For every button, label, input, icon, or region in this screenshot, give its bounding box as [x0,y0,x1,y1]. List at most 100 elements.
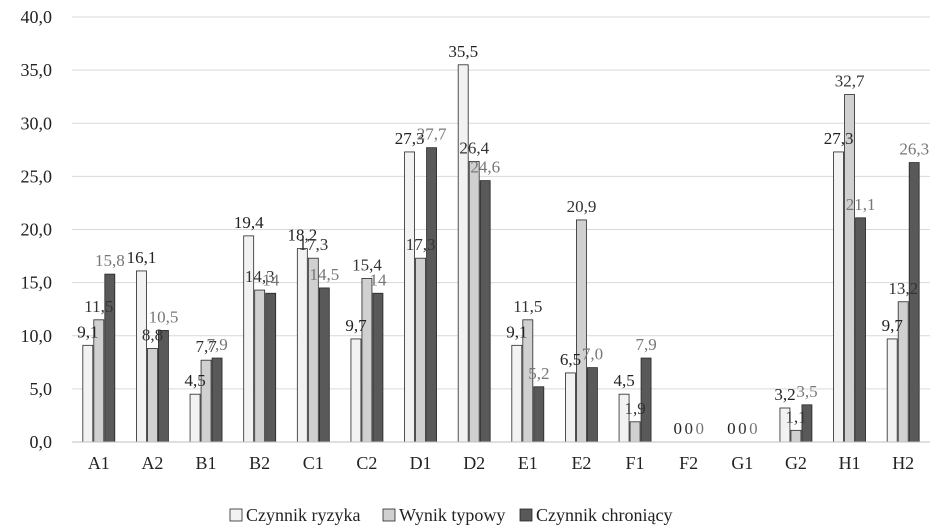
bar [629,421,641,443]
data-label: 8,8 [142,326,163,345]
bar [468,161,480,443]
legend-swatch [229,508,243,522]
data-label: 11,5 [84,297,113,316]
bar [404,151,415,443]
x-tick-label: G1 [731,453,753,473]
bar [426,147,437,443]
data-label: 14 [369,270,387,289]
data-label: 0 [727,419,736,438]
data-label: 27,7 [417,125,447,144]
y-tick-label: 25,0 [21,166,53,186]
x-tick-label: E2 [571,453,591,473]
data-label: 27,3 [395,129,425,148]
y-tick-label: 30,0 [21,113,53,133]
data-label: 0 [673,419,682,438]
data-label: 14,5 [309,265,339,284]
bar [372,292,384,443]
data-label: 21,1 [846,195,876,214]
data-label: 7,0 [582,345,603,364]
bar [565,372,576,443]
data-label: 27,3 [824,129,854,148]
data-label: 26,3 [899,140,929,159]
data-label: 17,3 [406,235,436,254]
bar [587,367,598,443]
bar [576,219,587,443]
data-label: 9,7 [345,316,367,335]
legend-item: Czynnik ryzyka [229,505,360,525]
data-label: 0 [738,419,747,438]
data-label: 19,4 [234,213,264,232]
legend: Czynnik ryzyka Wynik typowy Czynnik chroni… [229,505,672,525]
x-tick-label: H2 [892,453,914,473]
bar [908,162,920,443]
y-tick-label: 5,0 [30,379,53,399]
data-label: 7,7 [195,337,217,356]
data-label: 0 [749,419,758,438]
x-tick-label: B2 [249,453,270,473]
legend-item: Czynnik chroniący [519,505,672,525]
y-tick-label: 35,0 [21,60,53,80]
x-tick-label: B1 [196,453,217,473]
data-label: 17,3 [298,235,328,254]
x-tick-label: D1 [410,453,432,473]
bar [361,277,373,443]
data-label: 4,5 [184,371,205,390]
data-label: 1,1 [785,407,806,426]
bar [855,217,866,443]
data-label: 32,7 [835,72,865,91]
data-label: 14 [262,270,280,289]
x-tick-label: A1 [88,453,110,473]
x-tick-label: A2 [141,453,163,473]
x-tick-label: G2 [785,453,807,473]
data-label: 6,5 [560,350,581,369]
x-axis-ticks: A1 A2 B1 B2 C1 C2 D1 D2 E1 E2 F1 F2 G1 G2 H1 H2 [88,453,914,473]
y-tick-label: 40,0 [21,7,53,27]
legend-label: Czynnik chroniący [536,505,672,525]
data-label: 3,5 [796,382,817,401]
gridlines [72,16,930,390]
data-label: 0 [695,419,704,438]
bar [511,344,523,443]
data-label: 3,2 [774,385,795,404]
bar [211,357,223,443]
data-label: 1,9 [624,399,645,418]
x-tick-label: C2 [356,453,377,473]
data-label: 7,9 [635,335,656,354]
bar [886,338,898,443]
data-label: 7,9 [206,335,227,354]
bar [415,257,426,443]
data-label: 5,2 [528,364,549,383]
bar [265,292,277,443]
x-tick-label: D2 [463,453,485,473]
legend-label: Wynik typowy [399,505,505,525]
data-label: 15,4 [352,255,382,274]
bar [457,64,469,443]
data-label: 35,5 [448,42,478,61]
y-tick-label: 15,0 [21,273,53,293]
bar [254,289,266,443]
data-label: 11,5 [513,297,542,316]
bar [479,180,491,443]
data-label: 26,4 [459,139,489,158]
bar [136,270,147,443]
y-tick-label: 0,0 [30,432,53,452]
data-label: 13,2 [888,279,918,298]
legend-label: Czynnik ryzyka [246,505,360,525]
data-label: 14,3 [245,267,275,286]
legend-swatch [382,508,396,522]
y-tick-label: 20,0 [21,220,53,240]
x-tick-label: C1 [303,453,324,473]
data-label: 24,6 [470,158,500,177]
legend-item: Wynik typowy [382,505,505,525]
y-tick-label: 10,0 [21,326,53,346]
bar [189,393,201,443]
data-label: 9,1 [77,322,98,341]
bar [833,151,844,443]
x-tick-label: E1 [518,453,538,473]
data-label: 20,9 [567,197,597,216]
bar [307,257,319,443]
data-label: 18,2 [287,226,317,245]
bar [296,248,308,443]
bar [533,386,545,443]
bar [318,287,330,443]
